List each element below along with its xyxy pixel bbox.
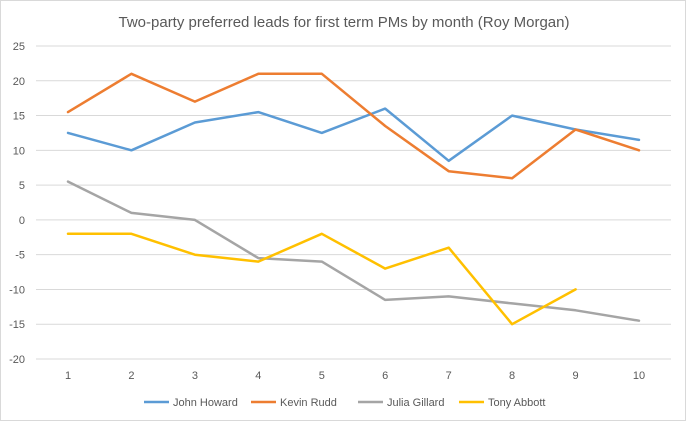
x-tick-label: 2 — [128, 370, 134, 382]
x-tick-label: 1 — [65, 370, 71, 382]
legend-label-julia-gillard: Julia Gillard — [387, 397, 444, 409]
legend-label-kevin-rudd: Kevin Rudd — [280, 397, 337, 409]
y-tick-label: 20 — [13, 76, 25, 88]
y-tick-label: -5 — [15, 250, 25, 262]
legend: John Howard Kevin Rudd Julia Gillard Tony A… — [144, 397, 546, 409]
y-tick-label: -10 — [9, 284, 25, 296]
x-tick-label: 5 — [319, 370, 325, 382]
x-tick-label: 6 — [382, 370, 388, 382]
x-tick-label: 10 — [633, 370, 645, 382]
legend-label-tony-abbott: Tony Abbott — [488, 397, 546, 409]
x-tick-label: 8 — [509, 370, 515, 382]
y-tick-label: -20 — [9, 354, 25, 366]
x-tick-label: 3 — [192, 370, 198, 382]
chart-title: Two-party preferred leads for first term… — [119, 14, 570, 31]
y-tick-label: 5 — [19, 180, 25, 192]
y-tick-label: 25 — [13, 41, 25, 53]
x-tick-label: 7 — [446, 370, 452, 382]
y-tick-label: 0 — [19, 215, 25, 227]
y-tick-label: 10 — [13, 145, 25, 157]
y-tick-label: 15 — [13, 111, 25, 123]
y-axis-ticks: 25 20 15 10 5 0 -5 -10 -15 -20 — [9, 41, 25, 366]
x-axis-ticks: 1 2 3 4 5 6 7 8 9 10 — [65, 370, 645, 382]
gridlines — [36, 45, 671, 360]
legend-label-john-howard: John Howard — [173, 397, 238, 409]
series-line-john-howard — [66, 107, 641, 163]
series-lines — [66, 72, 641, 326]
series-line-kevin-rudd — [66, 72, 641, 180]
x-tick-label: 9 — [572, 370, 578, 382]
series-line-tony-abbott — [66, 232, 577, 326]
x-tick-label: 4 — [255, 370, 261, 382]
y-tick-label: -15 — [9, 319, 25, 331]
